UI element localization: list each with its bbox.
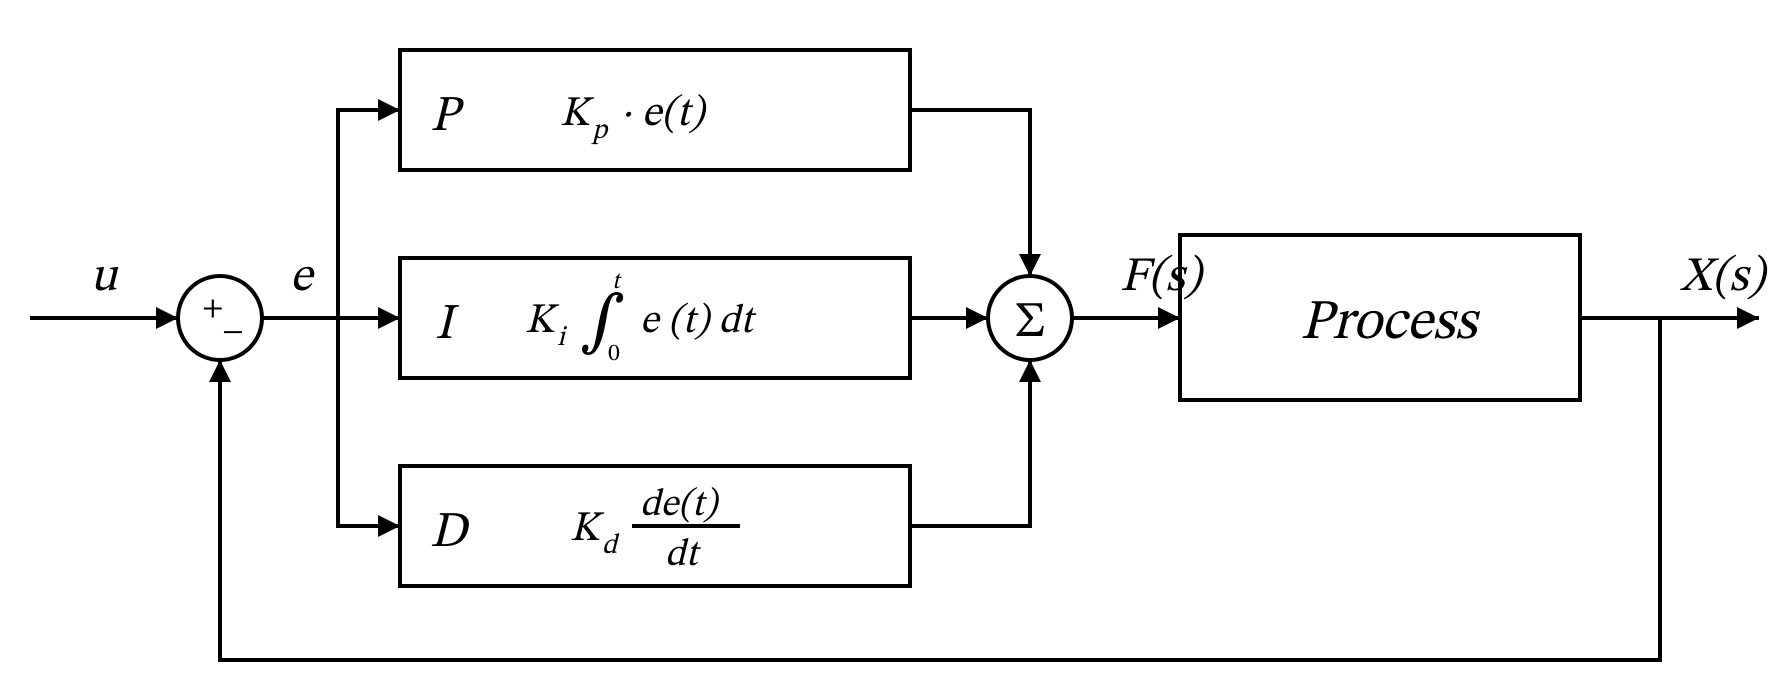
block-p-formula-2: · e(t)	[620, 93, 707, 135]
arrowhead	[1019, 360, 1041, 382]
block-d-formula-3: dt	[665, 537, 701, 575]
arrowhead	[209, 360, 231, 382]
wire-branch-p	[338, 110, 400, 318]
arrowhead	[966, 307, 988, 329]
arrowhead	[1019, 254, 1041, 276]
signal-output: X(s)	[1680, 254, 1769, 302]
block-process-label: Process	[1300, 296, 1480, 352]
arrowhead	[378, 515, 400, 537]
arrowhead	[1158, 307, 1180, 329]
arrowhead	[156, 307, 178, 329]
block-i-formula-5: e (t) dt	[640, 302, 757, 342]
block-i-formula-3: 0	[608, 342, 620, 366]
signal-error: e	[290, 254, 315, 302]
sum-minus: −	[222, 318, 244, 348]
arrowhead	[378, 307, 400, 329]
arrowhead	[1737, 307, 1759, 329]
sigma-label: Σ	[1015, 298, 1045, 348]
block-p-formula-1: p	[591, 117, 609, 145]
block-d-formula-2: de(t)	[640, 487, 721, 525]
wire-p-sigma	[910, 110, 1030, 276]
arrowhead	[378, 99, 400, 121]
block-d-tag: D	[430, 508, 470, 558]
signal-input: u	[90, 254, 119, 302]
wire-branch-d	[338, 318, 400, 526]
signal-ctrl_out: F(s)	[1120, 254, 1205, 302]
sum-plus: +	[202, 294, 224, 324]
wire-d-sigma	[910, 360, 1030, 526]
